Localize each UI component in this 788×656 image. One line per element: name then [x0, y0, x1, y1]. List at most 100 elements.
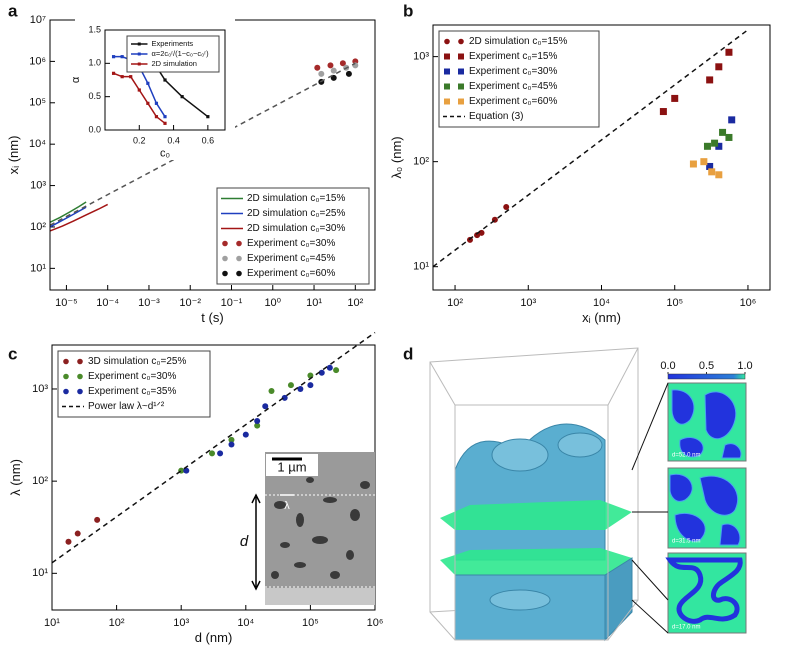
x-tick-label: 10⁶ [740, 297, 757, 309]
data-point [503, 204, 510, 211]
legend-marker [236, 255, 242, 262]
y-tick-label: 10⁴ [29, 138, 46, 150]
x-tick-label: 0.2 [133, 135, 146, 145]
legend-label: 2D simulation c₀=15% [469, 36, 567, 47]
y-tick-label: 10³ [413, 51, 429, 63]
data-point [111, 55, 116, 59]
data-point [268, 388, 275, 395]
data-point [715, 63, 723, 71]
y-tick-label: 0.0 [88, 124, 101, 134]
x-tick-label: 10⁶ [367, 617, 384, 629]
scale-bar-label: 1 µm [277, 459, 306, 474]
x-tick-label: 10⁻² [179, 297, 201, 309]
legend-label: 2D simulation [152, 59, 197, 68]
slice-label: d=52.0 nm [672, 453, 701, 459]
y-tick-label: 10³ [32, 383, 48, 395]
data-point [163, 115, 167, 119]
colorbar-tick-label: 0.5 [699, 360, 714, 372]
y-tick-label: 10² [32, 475, 48, 487]
x-tick-label: 10² [447, 297, 463, 309]
x-tick-label: 10³ [520, 297, 536, 309]
data-point [715, 171, 723, 179]
legend-label: Equation (3) [469, 111, 523, 122]
data-point [297, 385, 304, 392]
data-point [478, 229, 485, 236]
legend-marker [444, 98, 450, 105]
legend-marker [458, 83, 464, 90]
data-line [51, 331, 376, 564]
data-point [728, 116, 736, 124]
legend-marker [77, 358, 83, 365]
y-tick-label: 10² [30, 221, 46, 233]
legend-marker [63, 388, 69, 395]
x-axis-label: d (nm) [195, 630, 233, 645]
legend-label: Experiment c₀=35% [88, 386, 176, 397]
legend-marker [137, 42, 141, 46]
x-tick-label: 10⁴ [593, 297, 610, 309]
data-point [74, 530, 81, 537]
y-tick-label: 0.5 [88, 91, 101, 101]
data-point [706, 162, 714, 170]
legend-marker [458, 53, 464, 60]
data-point [307, 382, 314, 389]
legend-label: 2D simulation c₀=15% [247, 193, 345, 204]
x-tick-label: 10⁻⁵ [55, 297, 78, 309]
legend-marker [458, 38, 464, 45]
legend-marker [458, 68, 464, 75]
data-point [330, 67, 337, 74]
micrograph: 1 µm λ d [240, 452, 375, 605]
y-axis-label: λ₀ (nm) [389, 136, 404, 178]
data-point [129, 75, 133, 79]
data-point [228, 436, 235, 443]
x-tick-label: 0.6 [202, 135, 215, 145]
data-point [111, 71, 116, 75]
data-point [318, 369, 325, 376]
data-point [146, 101, 150, 105]
legend-label: 3D simulation c₀=25% [88, 356, 186, 367]
data-point [206, 115, 210, 119]
data-point [659, 108, 667, 116]
legend-label: Experiment c₀=45% [469, 81, 557, 92]
legend-marker [236, 240, 242, 247]
legend-marker [444, 83, 450, 90]
x-tick-label: 10⁻³ [138, 297, 160, 309]
data-point [254, 422, 261, 429]
data-line [49, 206, 87, 228]
data-line [432, 29, 749, 268]
data-point [180, 95, 184, 99]
plot-frame [432, 24, 771, 291]
data-point [281, 394, 288, 401]
legend-marker [77, 373, 83, 380]
data-line [49, 201, 87, 223]
data-point [725, 133, 733, 141]
data-point [65, 538, 72, 545]
data-point [120, 55, 124, 59]
data-point [183, 467, 190, 474]
data-point [318, 70, 325, 77]
x-tick-label: 10³ [173, 617, 189, 629]
panel-label: c [8, 344, 17, 363]
legend-marker [444, 53, 450, 60]
legend-marker [222, 270, 228, 277]
data-point [725, 48, 733, 56]
data-point [689, 160, 697, 168]
x-axis-label: c₀ [160, 147, 170, 159]
data-point [339, 60, 346, 67]
data-point [474, 232, 481, 239]
data-point [345, 70, 352, 77]
x-tick-label: 10⁵ [302, 617, 319, 629]
data-point [163, 78, 167, 82]
data-point [711, 139, 719, 147]
legend-label: Experiment c₀=30% [469, 66, 557, 77]
legend-marker [458, 98, 464, 105]
data-point [146, 81, 150, 85]
data-point [719, 128, 727, 136]
legend-marker [137, 62, 141, 66]
data-point [163, 121, 167, 125]
legend-marker [444, 38, 450, 45]
data-point [120, 75, 124, 79]
panel-label: a [8, 1, 18, 20]
data-point [94, 516, 101, 523]
legend-label: Experiment c₀=60% [247, 268, 335, 279]
legend-label: Power law λ~d¹ᐟ² [88, 401, 165, 412]
